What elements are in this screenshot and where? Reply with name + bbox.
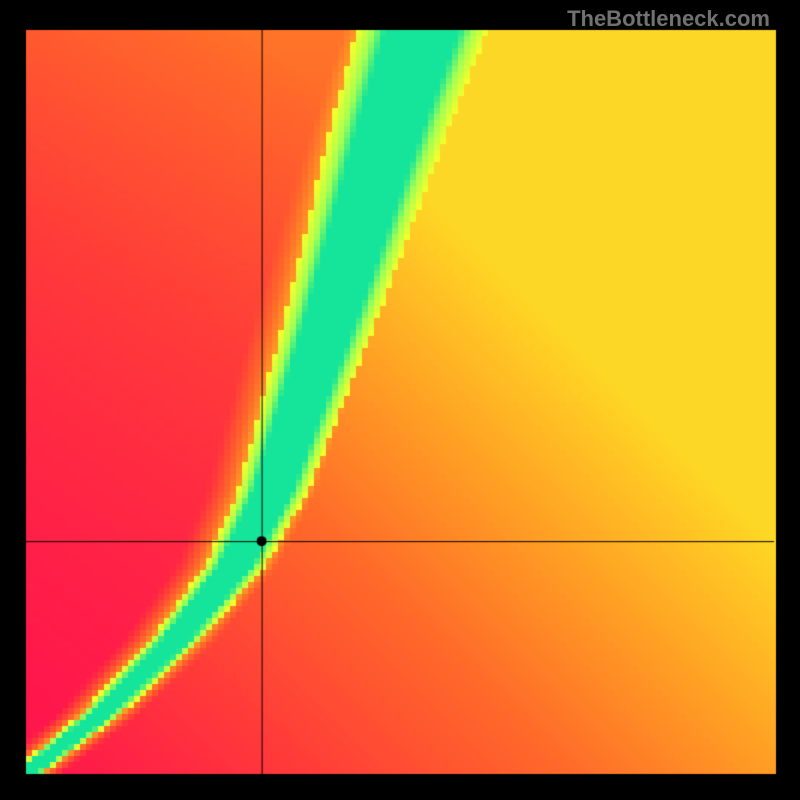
watermark-text: TheBottleneck.com <box>567 6 770 32</box>
bottleneck-heatmap-canvas <box>0 0 800 800</box>
